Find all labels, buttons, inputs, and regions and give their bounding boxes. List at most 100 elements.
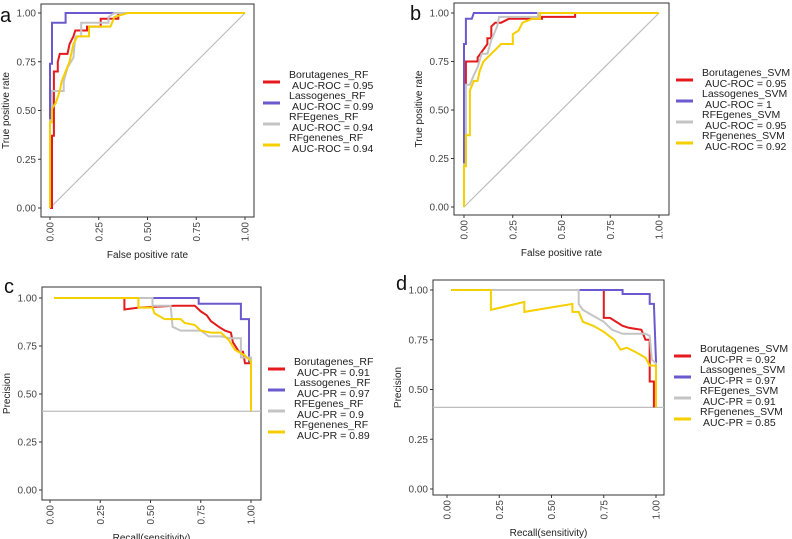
x-tick-label: 0.50 bbox=[547, 500, 558, 520]
legend-metric: AUC-PR = 0.85 bbox=[703, 417, 776, 429]
y-tick-label: 1.00 bbox=[409, 286, 429, 297]
legend-series-name: RFgenenes_RF bbox=[289, 132, 363, 144]
series-line-Borutagenes_RF bbox=[50, 12, 245, 209]
legend-metric: AUC-PR = 0.97 bbox=[703, 375, 776, 387]
y-tick-label: 0.50 bbox=[17, 106, 37, 117]
x-axis-label: Recall(sensitivity) bbox=[113, 533, 191, 539]
legend-metric: AUC-ROC = 0.92 bbox=[705, 141, 787, 153]
panel-label: d bbox=[396, 273, 407, 295]
x-tick-label: 0.25 bbox=[508, 220, 519, 240]
x-tick-label: 0.00 bbox=[46, 222, 57, 242]
y-tick-label: 0.00 bbox=[409, 485, 429, 496]
legend-series-name: Borutagenes_RF bbox=[294, 356, 373, 368]
series-line-RFEgenes_SVM bbox=[451, 289, 657, 408]
x-tick-label: 0.75 bbox=[599, 500, 610, 520]
series-line-Borutagenes_SVM bbox=[463, 12, 659, 207]
legend-series-name: Borutagenes_SVM bbox=[702, 67, 790, 79]
series-line-RFgenenes_RF bbox=[54, 297, 252, 412]
legend-metric: AUC-ROC = 0.94 bbox=[292, 143, 374, 155]
legend-series-name: RFgenenes_RF bbox=[294, 419, 368, 431]
y-tick-label: 0.25 bbox=[17, 155, 37, 166]
x-tick-label: 0.75 bbox=[606, 220, 617, 240]
y-tick-label: 0.50 bbox=[409, 385, 429, 396]
x-axis-label: False positive rate bbox=[521, 248, 603, 259]
x-tick-label: 0.25 bbox=[94, 222, 105, 242]
x-tick-label: 1.00 bbox=[241, 222, 252, 242]
panel-c: 0.00 0.25 0.50 0.75 1.00 0.00 0.25 0.50 0.75 1.00… bbox=[2, 276, 373, 539]
x-tick-label: 0.50 bbox=[143, 222, 154, 242]
y-tick-label: 0.50 bbox=[430, 106, 450, 117]
y-tick-label: 0.75 bbox=[17, 57, 37, 68]
y-tick-label: 0.25 bbox=[409, 435, 429, 446]
y-axis-label: True positive rate bbox=[1, 72, 12, 149]
plot-frame bbox=[41, 286, 262, 501]
y-axis-label: Precision bbox=[393, 367, 404, 408]
x-tick-label: 0.50 bbox=[146, 505, 157, 525]
plot-frame bbox=[432, 279, 665, 496]
x-tick-label: 1.00 bbox=[247, 505, 258, 525]
legend-series-name: Lassogenes_RF bbox=[294, 377, 370, 389]
legend-metric: AUC-ROC = 0.95 bbox=[292, 80, 374, 92]
panel-label: a bbox=[0, 5, 12, 27]
y-tick-label: 0.00 bbox=[17, 204, 37, 215]
legend-series-name: Lassogenes_SVM bbox=[700, 364, 785, 376]
panel-d: 0.00 0.25 0.50 0.75 1.00 0.00 0.25 0.50 0.75 1.00… bbox=[393, 273, 788, 539]
x-tick-label: 0.25 bbox=[96, 505, 107, 525]
legend-series-name: RFEgenes_SVM bbox=[700, 385, 778, 397]
panel-b: 0.00 0.25 0.50 0.75 1.00 0.00 0.25 0.50 0.75 1.00… bbox=[410, 2, 790, 259]
x-tick-label: 0.25 bbox=[495, 500, 506, 520]
y-tick-label: 0.50 bbox=[18, 390, 38, 401]
panel-label: b bbox=[410, 3, 421, 25]
y-tick-label: 0.25 bbox=[430, 154, 450, 165]
legend-metric: AUC-ROC = 1 bbox=[705, 99, 772, 111]
legend-series-name: RFEgenes_RF bbox=[289, 111, 358, 123]
x-tick-label: 0.00 bbox=[443, 500, 454, 520]
y-tick-label: 0.25 bbox=[18, 438, 38, 449]
x-tick-label: 0.00 bbox=[460, 220, 471, 240]
x-tick-label: 1.00 bbox=[655, 220, 666, 240]
panel-label: c bbox=[4, 276, 14, 298]
reference-diagonal-line bbox=[463, 12, 660, 208]
x-axis-label: Recall(sensitivity) bbox=[510, 528, 588, 539]
series-line-Lassogenes_SVM bbox=[463, 12, 659, 207]
legend-series-name: RFEgenes_RF bbox=[294, 398, 363, 410]
reference-diagonal-line bbox=[49, 12, 246, 209]
y-tick-label: 0.00 bbox=[18, 486, 38, 497]
y-tick-label: 1.00 bbox=[430, 9, 450, 20]
legend-metric: AUC-PR = 0.89 bbox=[297, 430, 370, 442]
legend-metric: AUC-PR = 0.91 bbox=[297, 367, 370, 379]
y-axis-label: Precision bbox=[2, 373, 13, 414]
legend-metric: AUC-PR = 0.97 bbox=[297, 388, 370, 400]
x-tick-label: 0.00 bbox=[46, 505, 57, 525]
y-tick-label: 0.75 bbox=[430, 57, 450, 68]
panel-a: 0.00 0.25 0.50 0.75 1.00 0.00 0.25 0.50 0.75 1.00… bbox=[0, 3, 374, 261]
x-tick-label: 0.75 bbox=[196, 505, 207, 525]
series-line-RFgenenes_RF bbox=[49, 12, 245, 208]
legend-series-name: RFEgenes_SVM bbox=[702, 109, 780, 121]
legend-metric: AUC-PR = 0.9 bbox=[297, 409, 364, 421]
legend-series-name: Borutagenes_RF bbox=[289, 69, 368, 81]
legend-metric: AUC-PR = 0.91 bbox=[703, 396, 776, 408]
y-tick-label: 0.75 bbox=[18, 342, 38, 353]
series-line-RFgenenes_SVM bbox=[463, 12, 659, 207]
legend-metric: AUC-PR = 0.92 bbox=[703, 354, 776, 366]
legend-series-name: Lassogenes_RF bbox=[289, 90, 365, 102]
legend-series-name: RFgenenes_SVM bbox=[700, 406, 783, 418]
x-tick-label: 0.75 bbox=[192, 222, 203, 242]
series-line-RFgenenes_SVM bbox=[451, 289, 657, 408]
x-tick-label: 1.00 bbox=[652, 500, 663, 520]
y-tick-label: 1.00 bbox=[18, 294, 38, 305]
y-axis-label: True positive rate bbox=[414, 70, 425, 147]
legend-series-name: Borutagenes_SVM bbox=[700, 343, 788, 355]
x-axis-label: False positive rate bbox=[107, 250, 189, 261]
legend-metric: AUC-ROC = 0.94 bbox=[292, 122, 374, 134]
series-line-Borutagenes_SVM bbox=[451, 289, 655, 408]
y-tick-label: 1.00 bbox=[17, 9, 37, 20]
legend-metric: AUC-ROC = 0.95 bbox=[705, 78, 787, 90]
series-line-Lassogenes_SVM bbox=[451, 289, 657, 408]
